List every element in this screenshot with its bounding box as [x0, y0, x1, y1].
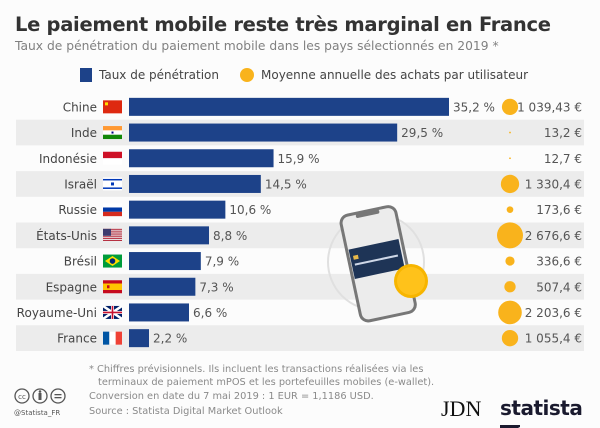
- bubble-value-label: 507,4 €: [536, 280, 582, 294]
- jdn-logo: JDN: [441, 396, 482, 421]
- bar: [129, 149, 274, 168]
- country-label: Royaume-Uni: [17, 306, 97, 320]
- bar: [129, 277, 196, 296]
- country-label: Brésil: [64, 255, 97, 269]
- svg-text:cc: cc: [18, 393, 26, 401]
- footnote-1: * Chiffres prévisionnels. Ils incluent l…: [89, 364, 424, 375]
- bar: [129, 123, 398, 142]
- source-note: Source : Statista Digital Market Outlook: [89, 406, 283, 417]
- chart-title: Le paiement mobile reste très marginal e…: [15, 13, 551, 36]
- bar: [129, 303, 189, 322]
- bubble: [501, 98, 519, 115]
- chart-subtitle: Taux de pénétration du paiement mobile d…: [15, 39, 499, 53]
- bubble-value-label: 2 203,6 €: [525, 306, 582, 320]
- legend-item-bar: Taux de pénétration: [80, 68, 219, 82]
- country-label: Inde: [71, 126, 97, 140]
- bubble-value-label: 1 039,43 €: [517, 100, 582, 114]
- bubble-value-label: 336,6 €: [536, 255, 582, 269]
- twitter-handle: @Statista_FR: [14, 409, 61, 417]
- country-label: Chine: [63, 100, 97, 114]
- flag-us-icon: [103, 228, 122, 241]
- phone-payment-illustration: [327, 205, 428, 323]
- bubble-value-label: 173,6 €: [536, 203, 582, 217]
- bubble: [506, 206, 514, 213]
- statista-logo: statista: [500, 396, 600, 428]
- bubble: [504, 281, 516, 293]
- bubble: [505, 256, 515, 266]
- legend-item-bubble: Moyenne annuelle des achats par utilisat…: [240, 68, 528, 82]
- bubble: [509, 157, 511, 160]
- bubble: [501, 329, 519, 347]
- bubble-value-label: 1 055,4 €: [525, 332, 582, 346]
- footnote-2: terminaux de paiement mPOS et les portef…: [98, 377, 435, 388]
- bar: [129, 226, 209, 245]
- flag-in-icon: [103, 126, 122, 140]
- bar-value-label: 7,9 %: [205, 255, 239, 269]
- bar-value-label: 2,2 %: [153, 332, 187, 346]
- legend-bar-swatch: [80, 68, 92, 82]
- bar-value-label: 14,5 %: [265, 177, 307, 191]
- conversion-note: Conversion en date du 7 mai 2019 : 1 EUR…: [89, 391, 374, 402]
- country-label: Israël: [64, 177, 97, 191]
- legend-bubble-swatch: [240, 68, 254, 82]
- flag-cn-icon: [103, 100, 122, 114]
- legend-bar-label: Taux de pénétration: [99, 68, 219, 82]
- bar-value-label: 6,6 %: [193, 306, 227, 320]
- country-label: États-Unis: [36, 228, 97, 243]
- flag-id-icon: [103, 151, 122, 165]
- bar: [129, 329, 149, 348]
- bubble: [498, 300, 522, 325]
- bar-value-label: 35,2 %: [453, 100, 495, 114]
- bar: [129, 200, 226, 219]
- bubble-value-label: 13,2 €: [544, 126, 582, 140]
- country-label: France: [57, 332, 97, 346]
- bar-value-label: 29,5 %: [401, 126, 443, 140]
- bubble: [509, 131, 511, 134]
- bar-value-label: 7,3 %: [199, 280, 233, 294]
- bar: [129, 174, 261, 193]
- bar-value-label: 10,6 %: [229, 203, 271, 217]
- flag-gb-icon: [102, 304, 123, 320]
- cc-license-icon: cc: [14, 388, 66, 404]
- country-label: Espagne: [46, 280, 97, 294]
- bubble: [500, 174, 520, 194]
- bar-value-label: 15,9 %: [278, 152, 320, 166]
- row-background: [16, 325, 584, 351]
- bar: [129, 252, 201, 271]
- bubble: [497, 222, 523, 249]
- flag-ru-icon: [103, 203, 122, 217]
- bar-value-label: 8,8 %: [213, 229, 247, 243]
- bubble-value-label: 2 676,6 €: [525, 229, 582, 243]
- country-label: Indonésie: [39, 152, 97, 166]
- legend-bubble-label: Moyenne annuelle des achats par utilisat…: [261, 68, 529, 82]
- bubble-value-label: 12,7 €: [544, 152, 582, 166]
- flag-fr-icon: [103, 331, 122, 345]
- bubble-value-label: 1 330,4 €: [525, 177, 582, 191]
- flag-il-icon: [103, 177, 122, 191]
- bar-chart: Chine 35,2 % 1 039,43 € Inde 29,5 % 13,2 € Ind…: [16, 97, 584, 351]
- row-background: [16, 273, 584, 300]
- bar: [129, 97, 449, 116]
- country-label: Russie: [58, 203, 97, 217]
- flag-es-icon: [103, 280, 122, 294]
- flag-br-icon: [103, 254, 122, 268]
